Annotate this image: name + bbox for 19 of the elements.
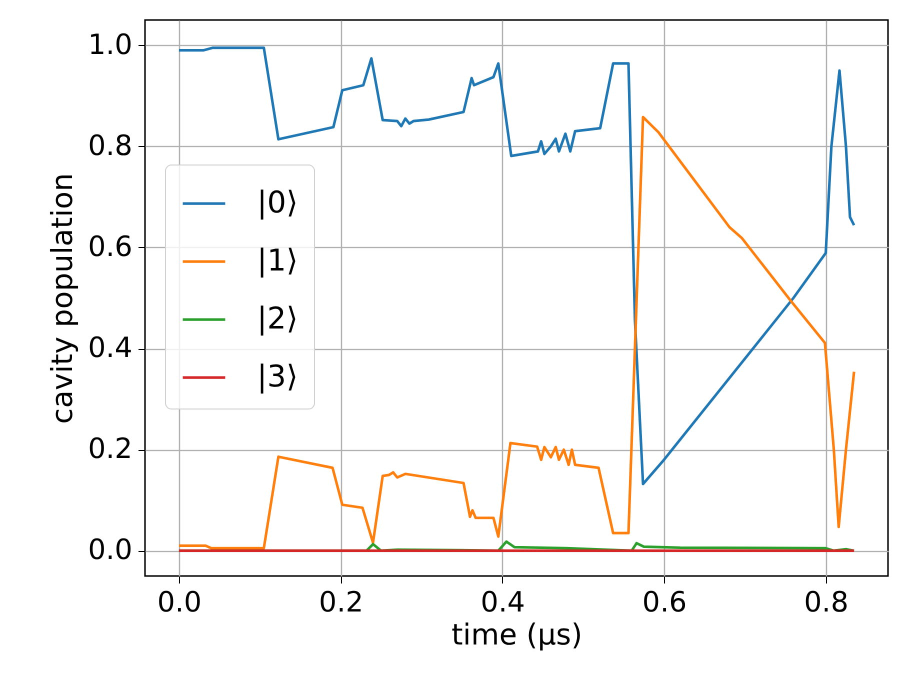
x-tick-label: 0.0 — [157, 586, 202, 618]
legend-label: |1⟩ — [257, 244, 298, 279]
legend-label: |0⟩ — [257, 186, 298, 221]
y-tick-label: 0.2 — [88, 432, 132, 466]
x-tick-label: 0.4 — [480, 586, 526, 618]
y-tick-label: 0.0 — [88, 533, 132, 566]
x-tick-label: 0.2 — [318, 586, 364, 618]
x-axis-title: time (μs) — [452, 618, 582, 652]
x-tick-label: 0.8 — [804, 586, 849, 618]
y-tick-label: 0.4 — [88, 331, 132, 364]
y-tick-label: 0.6 — [88, 230, 132, 263]
legend-label: |2⟩ — [257, 302, 298, 337]
x-tick-label: 0.6 — [642, 586, 687, 618]
line-series — [178, 116, 856, 550]
line-series — [178, 46, 856, 486]
y-axis-title: cavity population — [44, 172, 79, 424]
y-tick-label: 1.0 — [88, 28, 132, 61]
legend-label: |3⟩ — [257, 360, 298, 395]
y-tick-label: 0.8 — [88, 128, 132, 162]
